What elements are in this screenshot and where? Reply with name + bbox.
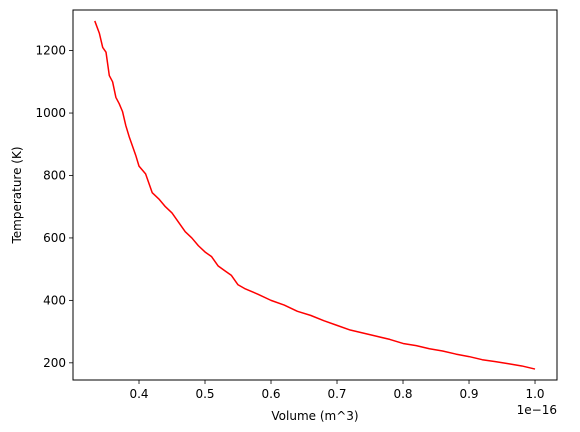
plot-area bbox=[73, 10, 557, 380]
x-tick-label: 0.5 bbox=[195, 387, 214, 401]
y-tick-label: 200 bbox=[43, 356, 66, 370]
y-tick-label: 400 bbox=[43, 293, 66, 307]
x-offset-label: 1e−16 bbox=[517, 403, 557, 417]
y-tick-label: 800 bbox=[43, 168, 66, 182]
x-tick-label: 0.4 bbox=[129, 387, 148, 401]
x-tick-label: 1.0 bbox=[525, 387, 544, 401]
plot-frame bbox=[72, 9, 558, 381]
y-tick-label: 1000 bbox=[35, 106, 66, 120]
y-axis-ticks: 200 400 600 800 1000 1200 bbox=[35, 44, 73, 370]
series-layer bbox=[94, 20, 536, 370]
x-tick-label: 0.7 bbox=[327, 387, 346, 401]
series-line-0 bbox=[94, 20, 536, 370]
x-tick-label: 0.8 bbox=[393, 387, 412, 401]
y-tick-label: 600 bbox=[43, 231, 66, 245]
y-axis-label: Temperature (K) bbox=[10, 146, 24, 244]
x-tick-label: 0.9 bbox=[459, 387, 478, 401]
y-tick-label: 1200 bbox=[35, 44, 66, 58]
x-tick-label: 0.6 bbox=[261, 387, 280, 401]
x-axis-ticks: 0.4 0.5 0.6 0.7 0.8 0.9 1.0 bbox=[129, 380, 545, 401]
x-axis-label: Volume (m^3) bbox=[271, 409, 358, 423]
